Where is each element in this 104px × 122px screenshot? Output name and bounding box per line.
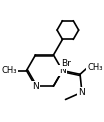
Text: N: N [79, 88, 85, 97]
Text: Br: Br [62, 59, 71, 68]
Text: CH₃: CH₃ [87, 63, 103, 72]
Text: N: N [32, 82, 39, 91]
Text: CH₃: CH₃ [1, 66, 17, 75]
Text: N: N [59, 66, 66, 75]
